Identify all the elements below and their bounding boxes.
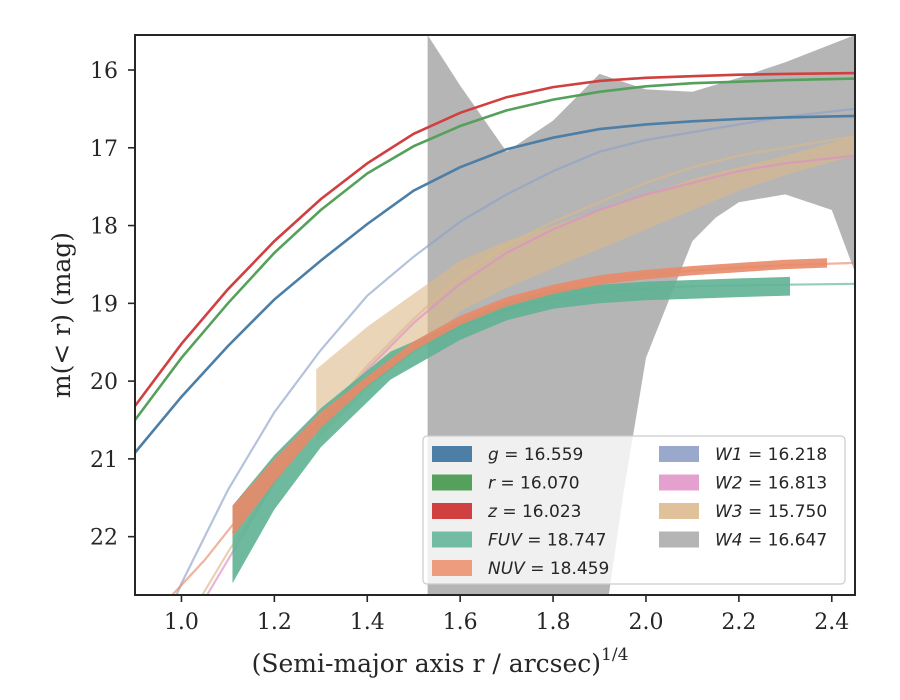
legend-box	[422, 435, 846, 585]
legend-label: g = 16.559	[488, 445, 583, 465]
x-tick-label: 1.2	[257, 610, 292, 635]
y-tick-label: 22	[90, 526, 118, 551]
y-tick-label: 21	[90, 448, 118, 473]
y-tick-label: 18	[90, 215, 118, 240]
model-curve-w1	[175, 107, 855, 595]
profile-nuv	[232, 258, 828, 537]
legend-label: W1 = 16.218	[715, 445, 827, 465]
legend-swatch	[659, 446, 699, 462]
band-w3	[316, 136, 855, 444]
y-tick-label: 17	[90, 137, 118, 162]
x-axis-ticks: 1.0 1.2 1.4 1.6 1.8 2.0 2.2 2.4	[164, 595, 849, 635]
legend-swatch	[432, 474, 472, 491]
x-axis-label: (Semi-major axis r / arcsec)1/4	[252, 645, 629, 678]
legend-swatch	[432, 503, 472, 519]
x-tick-label: 1.6	[443, 610, 478, 635]
profile-r	[135, 77, 855, 421]
legend-label: NUV = 18.459	[488, 559, 609, 579]
legend-label: W2 = 16.813	[715, 474, 827, 494]
x-tick-label: 1.4	[350, 610, 385, 635]
x-tick-label: 1.8	[536, 610, 571, 635]
y-tick-label: 16	[90, 59, 118, 84]
x-tick-label: 2.4	[814, 610, 849, 635]
legend-swatch	[432, 531, 472, 548]
profile-g	[135, 114, 855, 454]
x-tick-label: 2.0	[628, 610, 663, 635]
x-tick-label: 1.0	[164, 610, 199, 635]
x-tick-label: 2.2	[721, 610, 756, 635]
y-axis-label: m(< r) (mag)	[47, 232, 76, 398]
legend-label: r = 16.070	[488, 474, 580, 494]
legend-label: z = 16.023	[487, 502, 581, 522]
legend-swatch	[432, 560, 472, 576]
y-tick-label: 20	[90, 370, 118, 395]
legend-label: W3 = 15.750	[715, 502, 827, 522]
profile-z	[135, 71, 855, 407]
plot-frame	[134, 34, 856, 596]
legend-label: FUV = 18.747	[488, 531, 606, 551]
y-axis-ticks: 16 17 18 19 20 21 22	[90, 59, 135, 551]
observed-profiles	[135, 71, 855, 584]
legend-swatch	[659, 503, 699, 519]
legend-swatch	[432, 446, 472, 462]
legend-swatch	[659, 531, 699, 548]
legend-label: W4 = 16.647	[715, 531, 827, 551]
legend-swatch	[659, 474, 699, 491]
y-tick-label: 19	[90, 292, 118, 317]
legend: g = 16.559 r = 16.070 z = 16.023 FUV = 18.7…	[422, 435, 846, 585]
